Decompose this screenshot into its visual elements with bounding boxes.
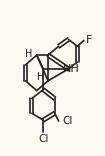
- Text: H: H: [25, 49, 32, 59]
- Text: H: H: [37, 72, 44, 82]
- Text: Cl: Cl: [62, 116, 72, 126]
- Text: NH: NH: [63, 64, 80, 74]
- Text: Cl: Cl: [38, 134, 48, 144]
- Text: F: F: [86, 35, 92, 45]
